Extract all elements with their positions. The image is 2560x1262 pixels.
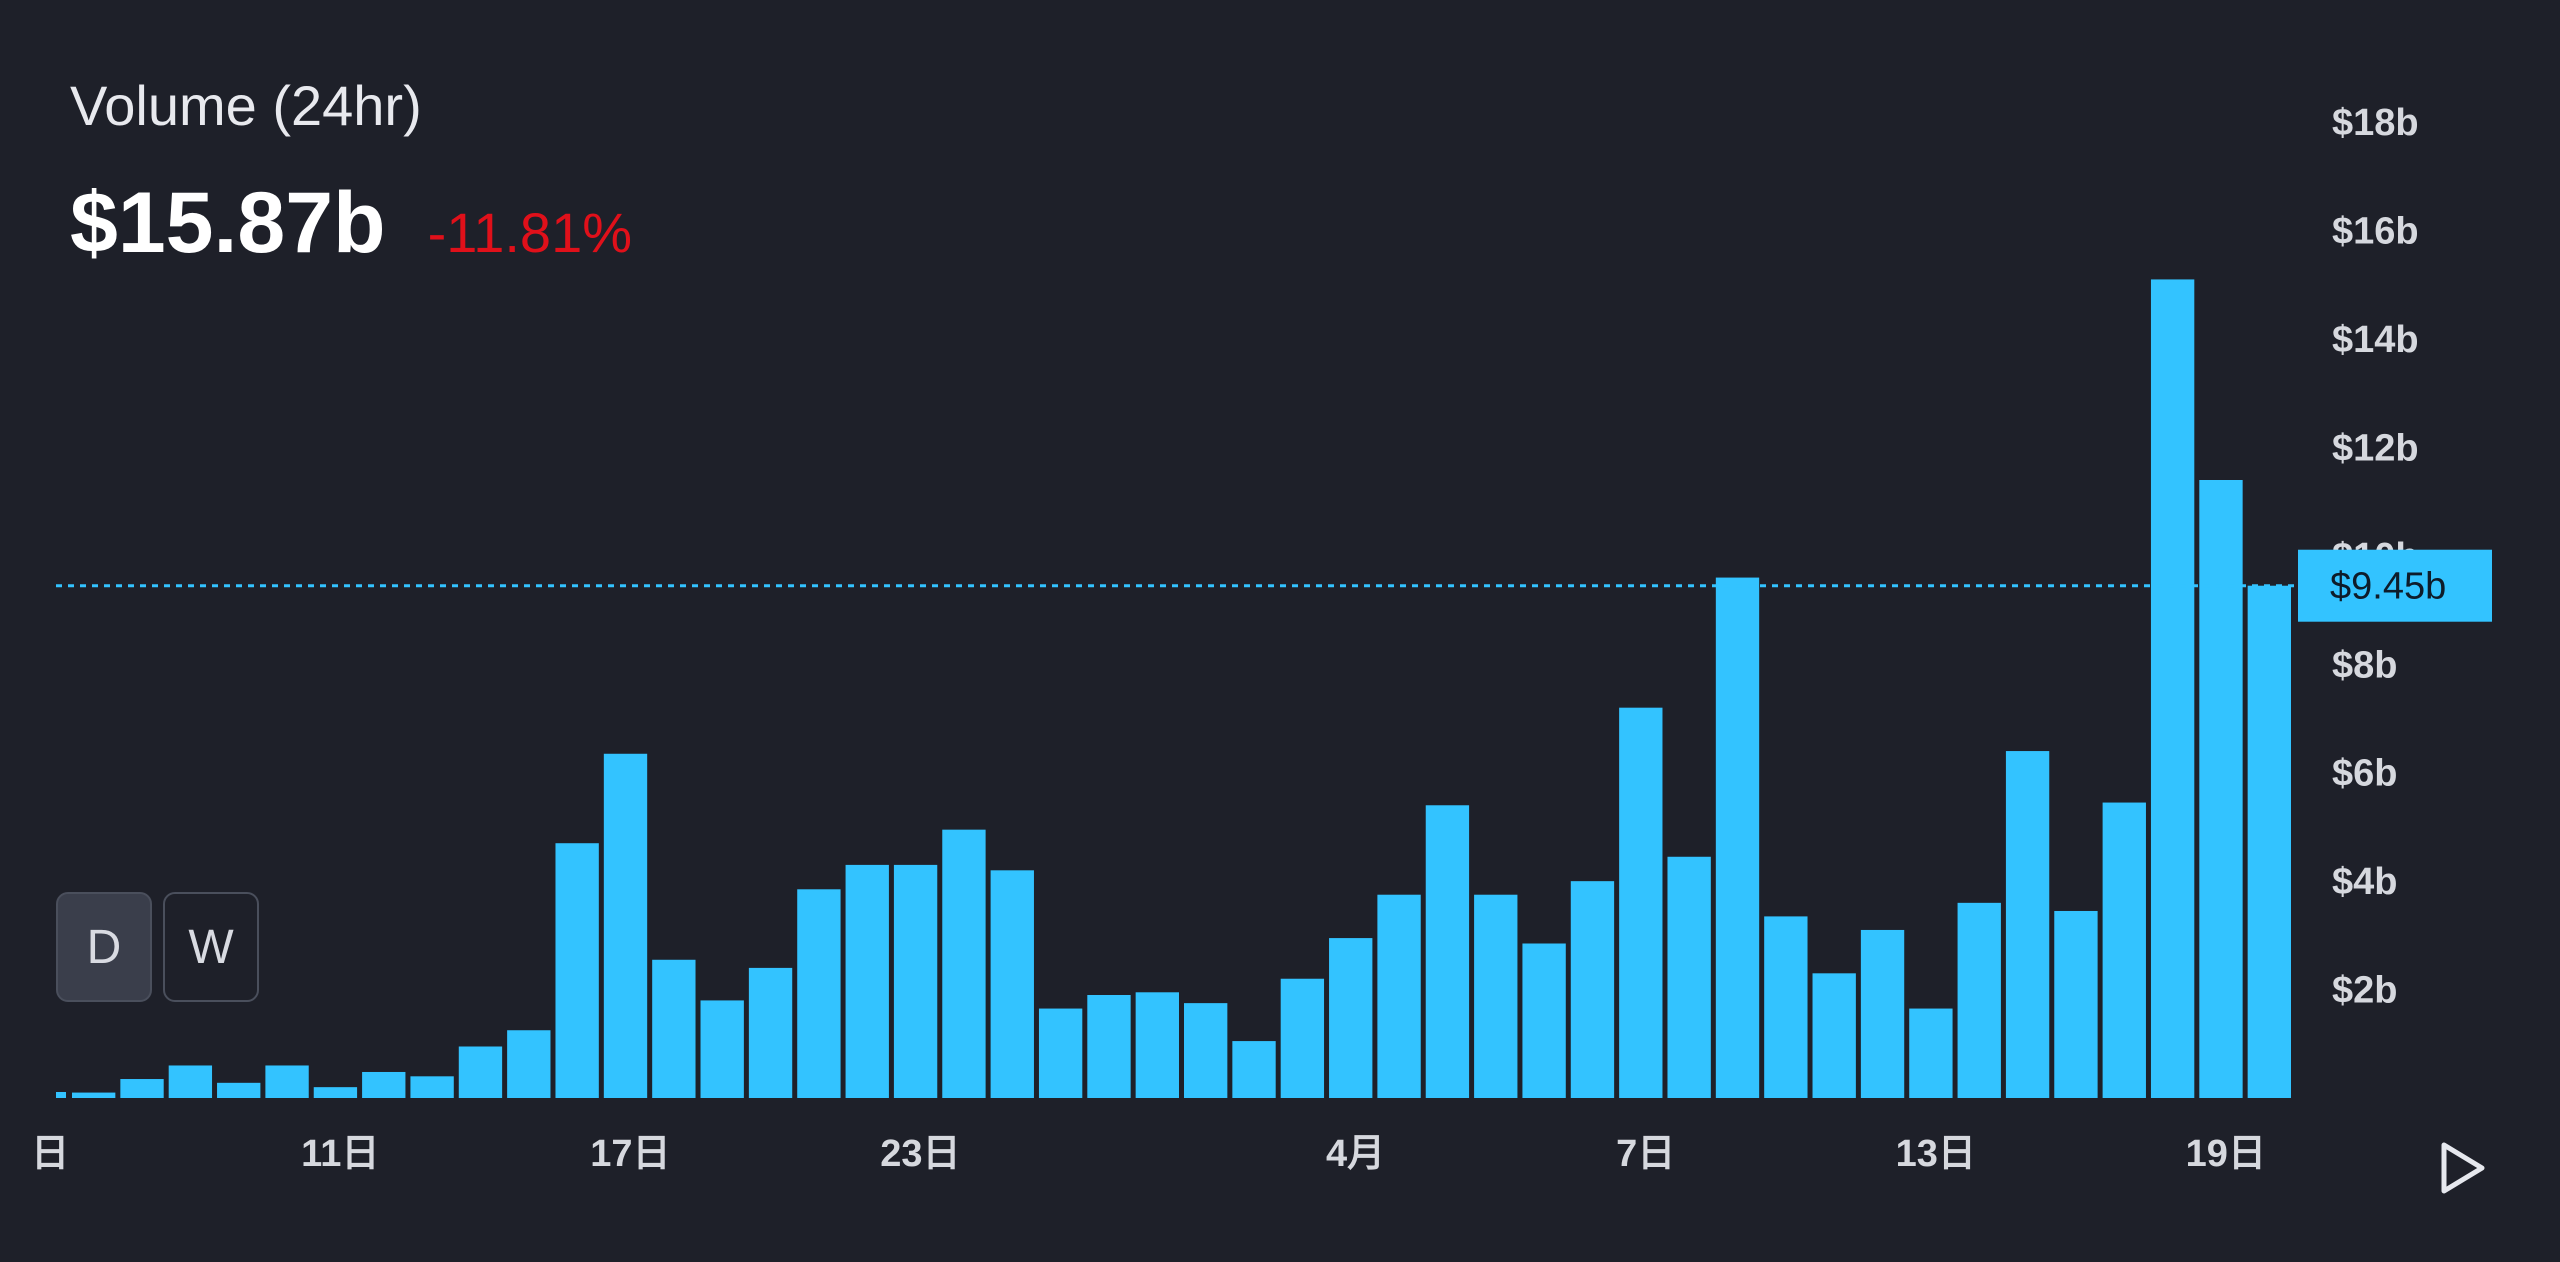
bar (942, 829, 986, 1098)
bar (1957, 902, 2001, 1098)
x-tick-label: 19日 (2186, 1133, 2266, 1175)
bar (168, 1065, 213, 1098)
x-tick-label: 11日 (301, 1133, 379, 1175)
bar (652, 959, 696, 1098)
bar (507, 1030, 551, 1098)
bar (845, 864, 889, 1098)
bar (1038, 1008, 1083, 1098)
bar (797, 889, 841, 1098)
chart-header: Volume (24hr) $15.87b -11.81% (70, 74, 632, 267)
value-row: $15.87b -11.81% (70, 180, 632, 266)
bar (1087, 995, 1131, 1098)
x-tick-label: 17日 (590, 1133, 670, 1175)
bar (1860, 929, 1905, 1098)
bar (1329, 938, 1373, 1098)
bar (1232, 1041, 1276, 1098)
bar (265, 1065, 309, 1098)
y-tick-label: $16b (2332, 211, 2419, 253)
bar (1280, 978, 1325, 1098)
chart-title: Volume (24hr) (70, 74, 422, 137)
bar (2150, 279, 2195, 1099)
bar (893, 864, 938, 1098)
x-tick-label: 4月 (1326, 1133, 1385, 1175)
y-tick-label: $4b (2332, 861, 2397, 903)
bar (1667, 856, 1711, 1098)
bar (1570, 881, 1615, 1098)
bar (1715, 577, 1760, 1098)
bar (1474, 894, 1518, 1098)
current-value-marker: $9.45b (56, 549, 2492, 622)
bar (603, 753, 648, 1098)
x-tick-label: 日 (31, 1133, 69, 1175)
bar (458, 1046, 503, 1098)
bar (1909, 1008, 1953, 1098)
bar (2247, 585, 2291, 1098)
bar (990, 870, 1034, 1098)
y-tick-label: $14b (2332, 319, 2419, 361)
bar (1425, 805, 1470, 1098)
x-tick-label: 7日 (1616, 1133, 1675, 1175)
bar (1812, 973, 1856, 1098)
bar (217, 1082, 261, 1098)
bar (2199, 480, 2243, 1098)
y-tick-label: $18b (2332, 102, 2419, 144)
volume-value: $15.87b (70, 175, 386, 271)
bar (555, 843, 599, 1098)
bar (1522, 943, 1566, 1098)
bar (748, 967, 793, 1098)
x-axis-ticks: 日 11日 17日 23日 4月 7日 13日 19日 (31, 1133, 2266, 1175)
bar (1377, 894, 1421, 1098)
bar (1764, 916, 1808, 1098)
current-value-tag (2298, 549, 2492, 622)
y-tick-label: $8b (2332, 644, 2397, 686)
y-tick-label: $12b (2332, 427, 2419, 469)
week-toggle-button[interactable]: W (163, 892, 259, 1002)
bar (1619, 707, 1663, 1098)
bar (1135, 992, 1179, 1098)
x-tick-label: 13日 (1896, 1133, 1976, 1175)
percent-change: -11.81% (427, 201, 632, 264)
x-tick-label: 23日 (880, 1133, 960, 1175)
bar (2005, 751, 2050, 1098)
y-tick-label: $2b (2332, 970, 2397, 1012)
y-tick-label: $6b (2332, 753, 2397, 795)
bar (700, 1000, 744, 1098)
bar (1184, 1003, 1228, 1098)
bar (120, 1079, 164, 1098)
bar (313, 1087, 358, 1098)
bar-partial (56, 1092, 66, 1098)
play-triangle-icon[interactable] (2438, 1140, 2488, 1196)
bar (2102, 802, 2146, 1098)
bar (362, 1071, 406, 1098)
day-toggle-button[interactable]: D (56, 892, 152, 1002)
bars-group (56, 279, 2291, 1099)
bar (2054, 910, 2098, 1098)
current-value-label: $9.45b (2330, 566, 2446, 608)
bar (72, 1092, 116, 1098)
bar (410, 1076, 454, 1098)
